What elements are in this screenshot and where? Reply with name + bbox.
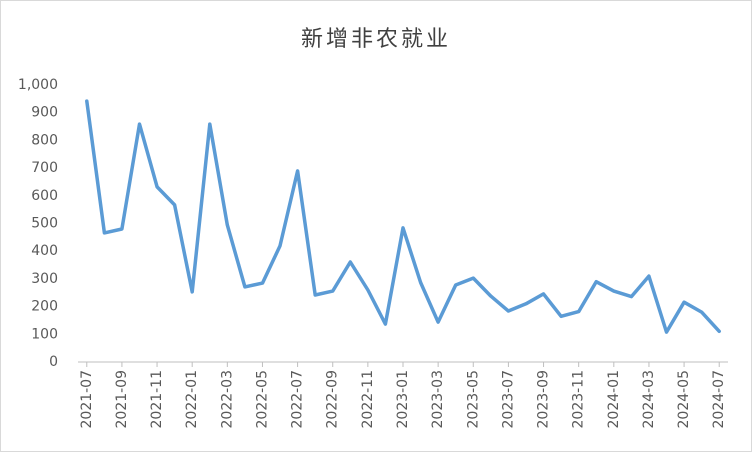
x-tick-label: 2024-03 — [641, 370, 657, 429]
x-tick-label: 2023-03 — [430, 370, 446, 429]
x-tick-label: 2023-07 — [500, 370, 516, 429]
line-series — [85, 99, 721, 334]
y-tick-label: 800 — [31, 132, 58, 148]
x-tick-label: 2022-05 — [254, 370, 270, 429]
x-tick-label: 2023-05 — [465, 370, 481, 429]
y-tick-label: 0 — [49, 354, 58, 370]
y-tick-label: 300 — [31, 271, 58, 287]
y-tick-label: 600 — [31, 188, 58, 204]
y-tick-label: 900 — [31, 105, 58, 121]
x-tick-label: 2022-11 — [360, 370, 376, 429]
x-tick-label: 2023-11 — [571, 370, 587, 429]
y-tick-label: 1,000 — [18, 77, 58, 93]
y-tick-label: 700 — [31, 160, 58, 176]
x-tick-label: 2023-09 — [536, 370, 552, 429]
chart-title: 新增非农就业 — [301, 27, 451, 52]
x-tick-label: 2022-09 — [325, 370, 341, 429]
x-tick-label: 2021-11 — [149, 370, 165, 429]
y-tick-label: 400 — [31, 243, 58, 259]
x-tick-label: 2022-07 — [290, 370, 306, 429]
x-tick-label: 2021-09 — [114, 370, 130, 429]
y-tick-label: 200 — [31, 299, 58, 315]
x-tick-label: 2021-07 — [79, 370, 95, 429]
x-tick-label: 2024-01 — [606, 370, 622, 429]
y-tick-label: 100 — [31, 326, 58, 342]
y-tick-label: 500 — [31, 216, 58, 232]
x-tick-label: 2024-07 — [711, 370, 727, 429]
x-tick-label: 2022-03 — [219, 370, 235, 429]
x-tick-label: 2024-05 — [676, 370, 692, 429]
x-tick-label: 2022-01 — [184, 370, 200, 429]
x-tick-label: 2023-01 — [395, 370, 411, 429]
